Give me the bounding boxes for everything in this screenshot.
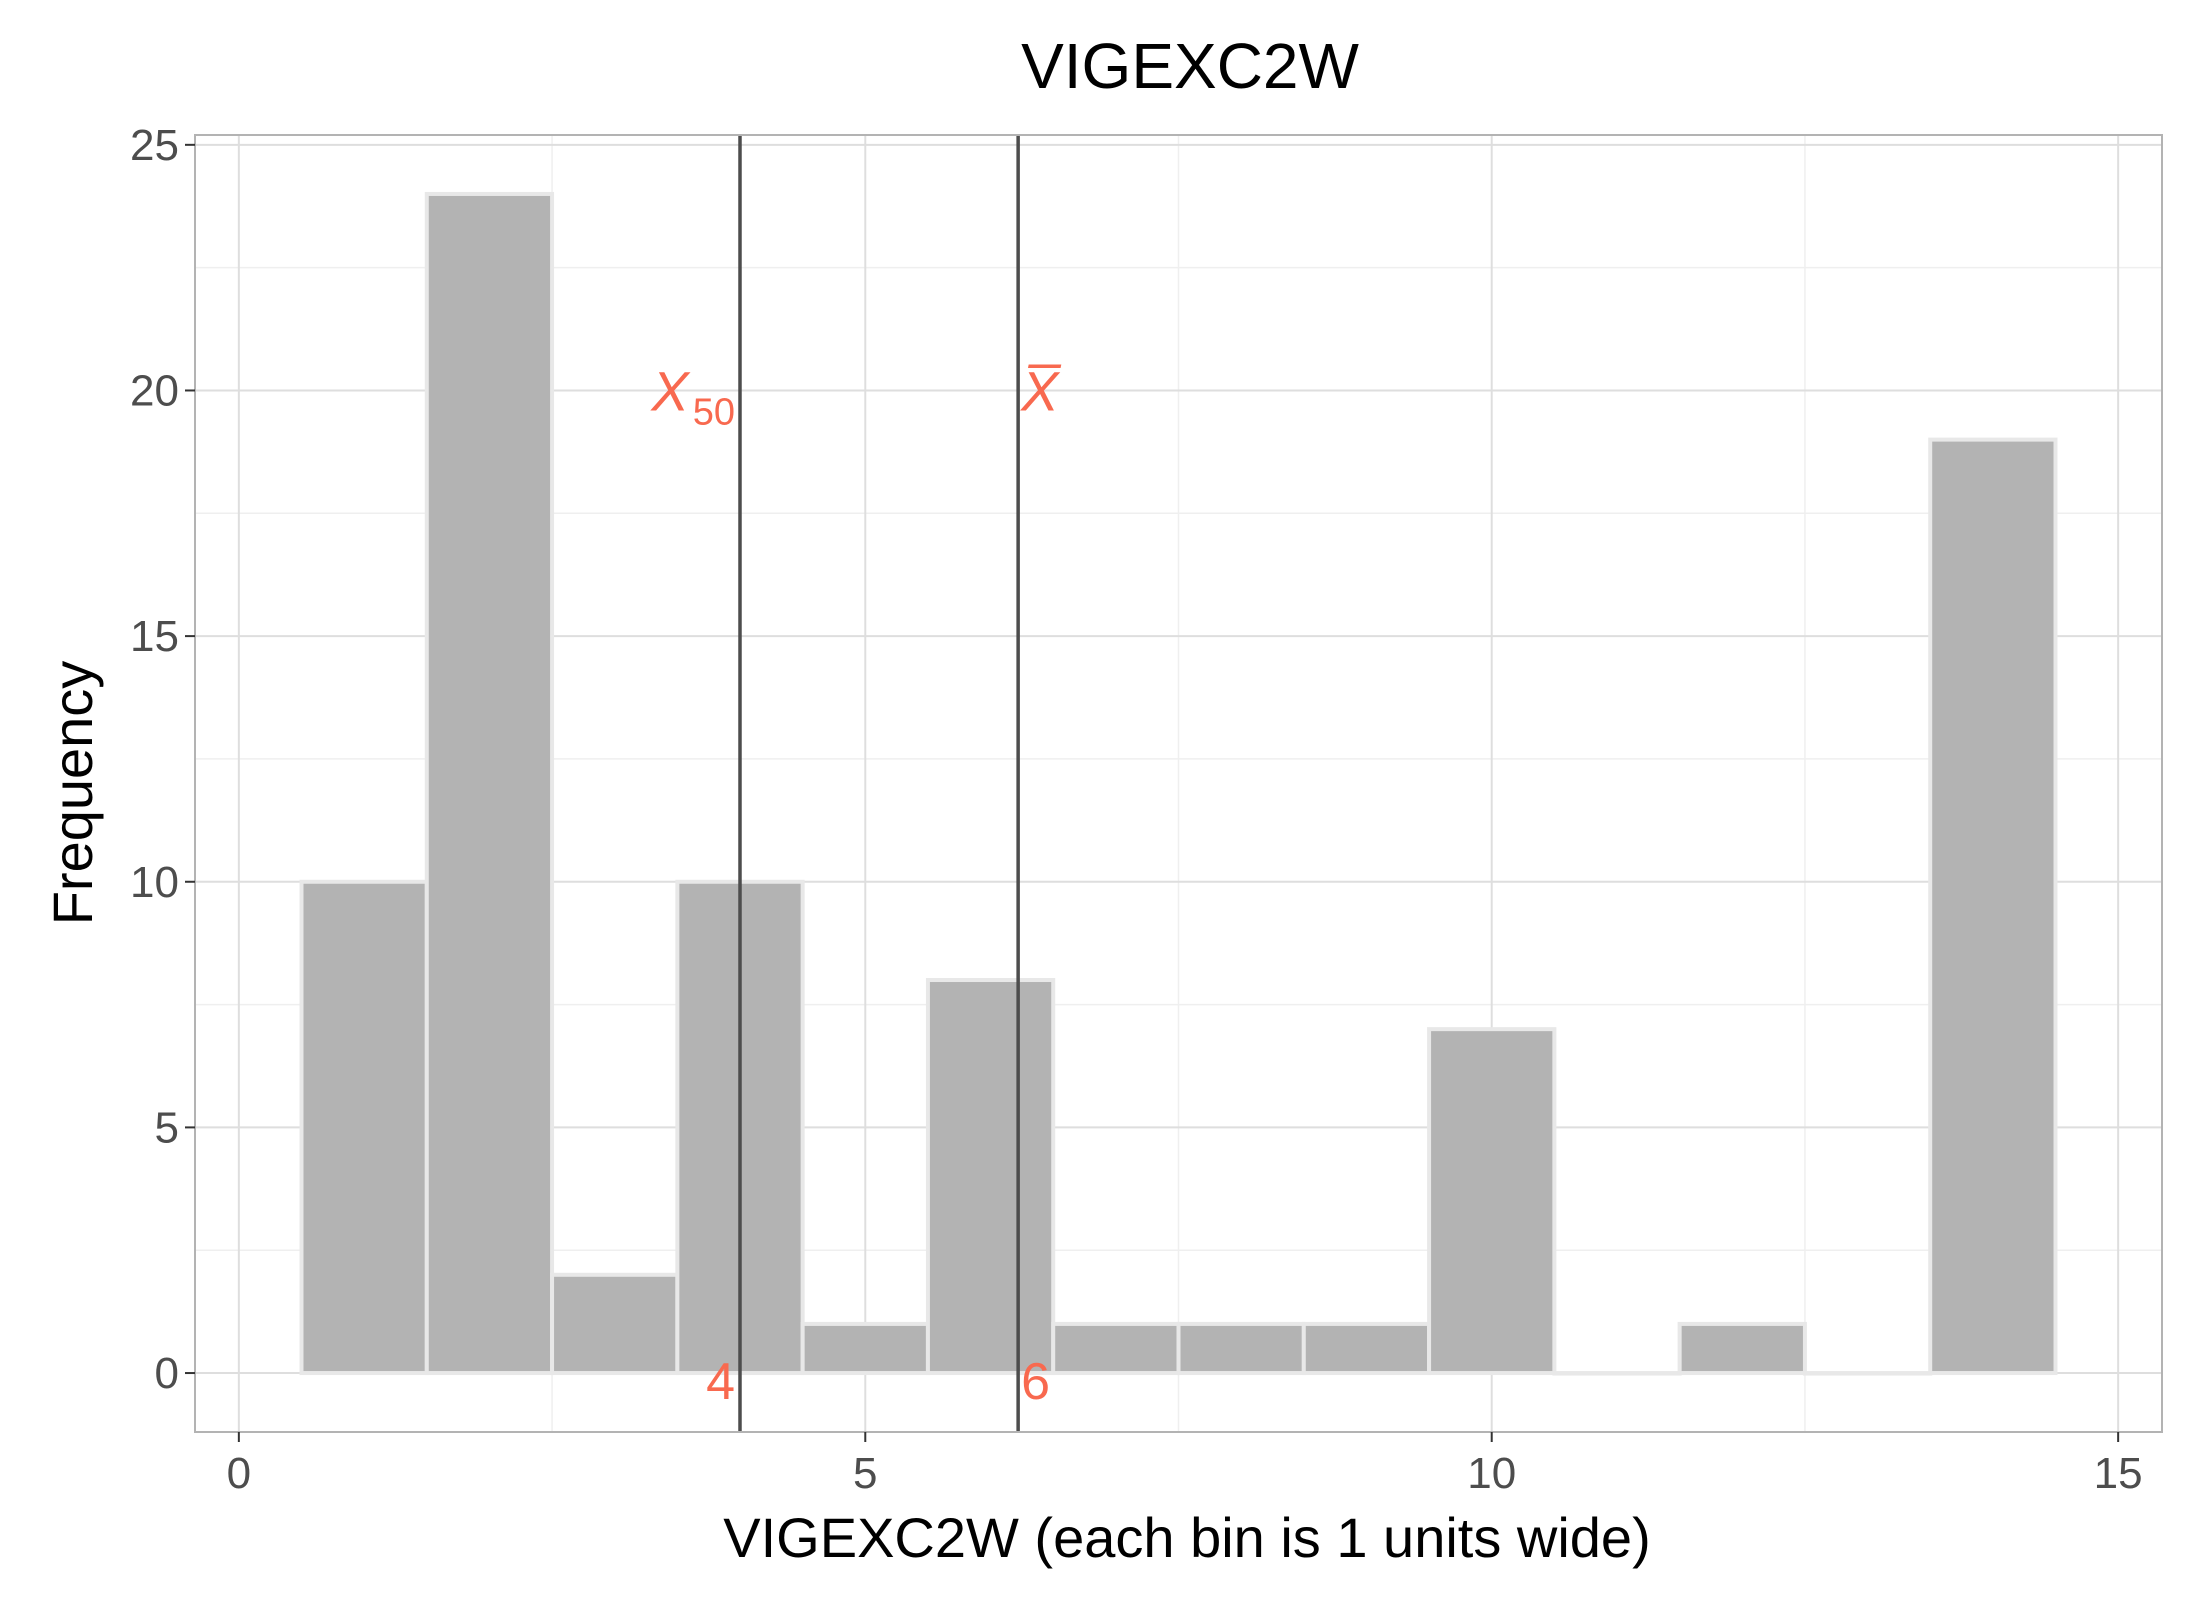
histogram-bar bbox=[1051, 1321, 1181, 1376]
median-label: X 50 bbox=[649, 359, 735, 433]
median-value-label: 4 bbox=[706, 1353, 735, 1411]
histogram-bar bbox=[550, 1272, 680, 1376]
axis-ticks: 0 5 10 15 0 5 10 15 20 25 bbox=[130, 121, 2143, 1498]
bars bbox=[299, 191, 2058, 1376]
chart-title: VIGEXC2W bbox=[1021, 30, 1359, 102]
histogram-bar bbox=[1427, 1027, 1557, 1376]
histogram-bar bbox=[925, 978, 1056, 1376]
histogram-bar bbox=[299, 879, 429, 1376]
x-tick-label: 5 bbox=[853, 1449, 877, 1498]
x-tick-label: 15 bbox=[2094, 1449, 2143, 1498]
y-tick-label: 5 bbox=[155, 1103, 179, 1152]
x-tick-label: 10 bbox=[1467, 1449, 1516, 1498]
histogram-bar bbox=[1552, 1371, 1682, 1376]
histogram-bar bbox=[800, 1321, 930, 1376]
histogram-bar bbox=[1176, 1321, 1306, 1376]
histogram-bar bbox=[424, 191, 555, 1376]
y-tick-label: 20 bbox=[130, 366, 179, 415]
y-tick-label: 25 bbox=[130, 121, 179, 170]
histogram-bar bbox=[1301, 1321, 1432, 1376]
x-tick-label: 0 bbox=[227, 1449, 251, 1498]
histogram-bar bbox=[1677, 1321, 1807, 1376]
panel-border bbox=[194, 134, 2163, 1433]
histogram-bar bbox=[1802, 1371, 1933, 1376]
mean-value-label: 6 bbox=[1021, 1353, 1050, 1411]
y-tick-label: 10 bbox=[130, 858, 179, 907]
x-axis-label: VIGEXC2W (each bin is 1 units wide) bbox=[723, 1506, 1650, 1569]
histogram-bar bbox=[1928, 437, 2058, 1376]
y-tick-label: 0 bbox=[155, 1349, 179, 1398]
mean-label: X̅ bbox=[1019, 359, 1062, 422]
reference-lines: X 50 4 X̅ 6 bbox=[649, 135, 1062, 1432]
y-tick-label: 15 bbox=[130, 612, 179, 661]
y-axis-label: Frequency bbox=[41, 661, 104, 926]
